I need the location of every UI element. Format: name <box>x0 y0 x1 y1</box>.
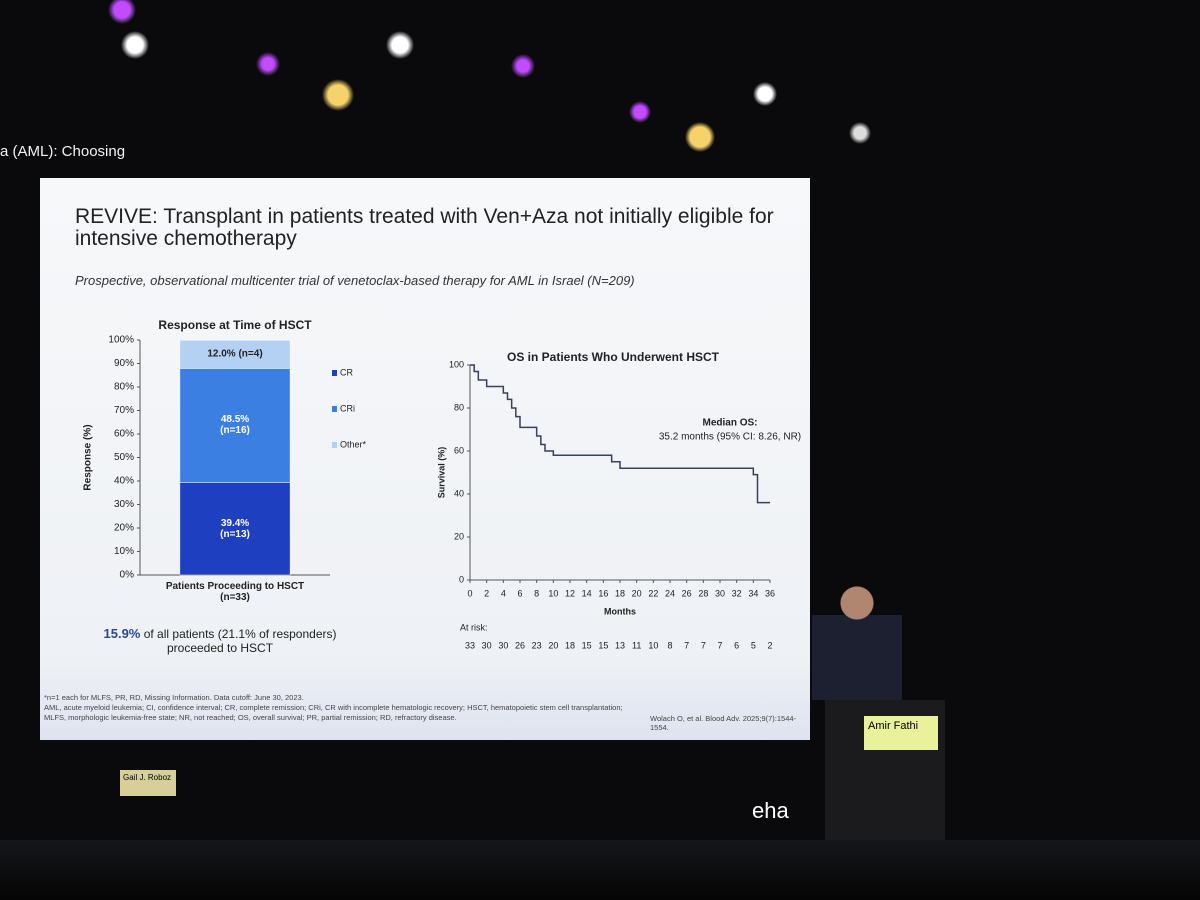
at-risk-count: 26 <box>515 640 525 650</box>
at-risk-count: 15 <box>598 640 608 650</box>
x-tick-label: 28 <box>698 588 708 598</box>
at-risk-count: 15 <box>582 640 592 650</box>
footnote: MLFS, morphologic leukemia-free state; N… <box>44 713 457 722</box>
y-tick-label: 50% <box>114 452 134 463</box>
y-tick-label: 100 <box>449 359 464 369</box>
at-risk-count: 30 <box>482 640 492 650</box>
x-tick-label: 16 <box>598 588 608 598</box>
legend-label: CR <box>340 367 353 377</box>
x-tick-label: 8 <box>534 588 539 598</box>
y-tick-label: 100% <box>108 335 134 346</box>
chart-title: OS in Patients Who Underwent HSCT <box>507 350 720 364</box>
x-tick-label: 6 <box>517 588 522 598</box>
y-tick-label: 30% <box>114 499 134 510</box>
y-tick-label: 70% <box>114 405 134 416</box>
y-tick-label: 0% <box>120 570 135 581</box>
chair-nameplate: Gail J. Roboz <box>120 770 176 796</box>
citation: Wolach O, et al. Blood Adv. 2025;9(7):15… <box>650 714 797 732</box>
x-tick-label: 30 <box>715 588 725 598</box>
slide: REVIVE: Transplant in patients treated w… <box>40 178 810 740</box>
at-risk-count: 11 <box>632 640 641 650</box>
footnote: *n=1 each for MLFS, PR, RD, Missing Info… <box>44 693 304 702</box>
audience <box>0 840 1200 900</box>
x-tick-label: 18 <box>615 588 625 598</box>
bar-segment <box>179 339 291 369</box>
slide-subtitle: Prospective, observational multicenter t… <box>75 273 635 288</box>
value-label: 48.5% (n=16) <box>220 414 250 437</box>
legend-swatch <box>332 370 337 376</box>
legend-swatch <box>332 406 337 412</box>
at-risk-label: At risk: <box>460 622 488 632</box>
at-risk-count: 30 <box>498 640 508 650</box>
survival-curve <box>470 364 770 504</box>
chart-title: Response at Time of HSCT <box>158 318 312 332</box>
logo: eha <box>752 798 789 823</box>
x-tick-label: 34 <box>748 588 758 598</box>
x-tick-label: Patients Proceeding to HSCT (n=33) <box>165 581 305 603</box>
at-risk-count: 33 <box>465 640 475 650</box>
x-tick-label: 20 <box>632 588 642 598</box>
bar-segment <box>179 482 291 576</box>
stage-lights <box>0 0 1200 170</box>
y-tick-label: 80% <box>114 382 134 393</box>
y-tick-label: 40% <box>114 476 134 487</box>
stage-header: a (AML): Choosing <box>0 143 126 160</box>
x-tick-label: 10 <box>548 588 558 598</box>
y-axis-label: Survival (%) <box>436 447 446 499</box>
y-tick-label: 10% <box>114 546 134 557</box>
charts: Response at Time of HSCT Response (%) 0% 10… <box>83 318 802 650</box>
at-risk-count: 8 <box>667 640 672 650</box>
legend-label: Other* <box>340 439 367 449</box>
legend-swatch <box>332 442 337 448</box>
slide-title: REVIVE: Transplant in patients treated w… <box>75 205 774 250</box>
x-tick-label: 22 <box>648 588 658 598</box>
y-tick-label: 20% <box>114 523 134 534</box>
y-tick-label: 40 <box>454 488 464 498</box>
y-tick-label: 60% <box>114 429 134 440</box>
x-tick-label: 0 <box>467 588 472 598</box>
footnotes: *n=1 each for MLFS, PR, RD, Missing Info… <box>44 693 623 723</box>
at-risk-count: 5 <box>751 640 756 650</box>
bar-segment <box>179 368 291 483</box>
annotation: Median OS: <box>702 418 757 429</box>
summary: 15.9% of all patients (21.1% of responde… <box>100 626 340 655</box>
annotation: 35.2 months (95% CI: 8.26, NR) <box>659 432 801 443</box>
at-risk-count: 7 <box>701 640 706 650</box>
y-axis-label: Response (%) <box>83 424 94 490</box>
footnote: AML, acute myeloid leukemia; CI, confide… <box>44 703 623 712</box>
x-axis-label: Months <box>604 606 636 616</box>
x-tick-label: 12 <box>565 588 575 598</box>
at-risk-count: 20 <box>548 640 558 650</box>
y-tick-label: 90% <box>114 358 134 369</box>
speaker <box>812 585 902 700</box>
value-label: 39.4% (n=13) <box>220 517 250 540</box>
x-tick-label: 24 <box>665 588 675 598</box>
at-risk-count: 6 <box>734 640 739 650</box>
at-risk-count: 7 <box>684 640 689 650</box>
value-label: 12.0% (n=4) <box>207 348 263 360</box>
y-tick-label: 60 <box>454 445 464 455</box>
summary-highlight: 15.9% <box>103 626 141 641</box>
y-tick-label: 20 <box>454 531 464 541</box>
x-tick-label: 4 <box>501 588 506 598</box>
at-risk-count: 13 <box>615 640 625 650</box>
at-risk-count: 23 <box>532 640 542 650</box>
at-risk-count: 2 <box>767 640 772 650</box>
y-tick-label: 80 <box>454 402 464 412</box>
speaker-nameplate: Amir Fathi <box>864 716 938 750</box>
at-risk-count: 7 <box>717 640 722 650</box>
x-tick-label: 26 <box>682 588 692 598</box>
y-tick-label: 0 <box>459 574 464 584</box>
at-risk-count: 10 <box>648 640 658 650</box>
legend-label: CRi <box>340 403 355 413</box>
x-tick-label: 32 <box>732 588 742 598</box>
summary-text: of all patients (21.1% of responders) pr… <box>143 627 337 655</box>
x-tick-label: 14 <box>582 588 592 598</box>
x-tick-label: 36 <box>765 588 775 598</box>
at-risk-count: 18 <box>565 640 575 650</box>
x-tick-label: 2 <box>484 588 489 598</box>
